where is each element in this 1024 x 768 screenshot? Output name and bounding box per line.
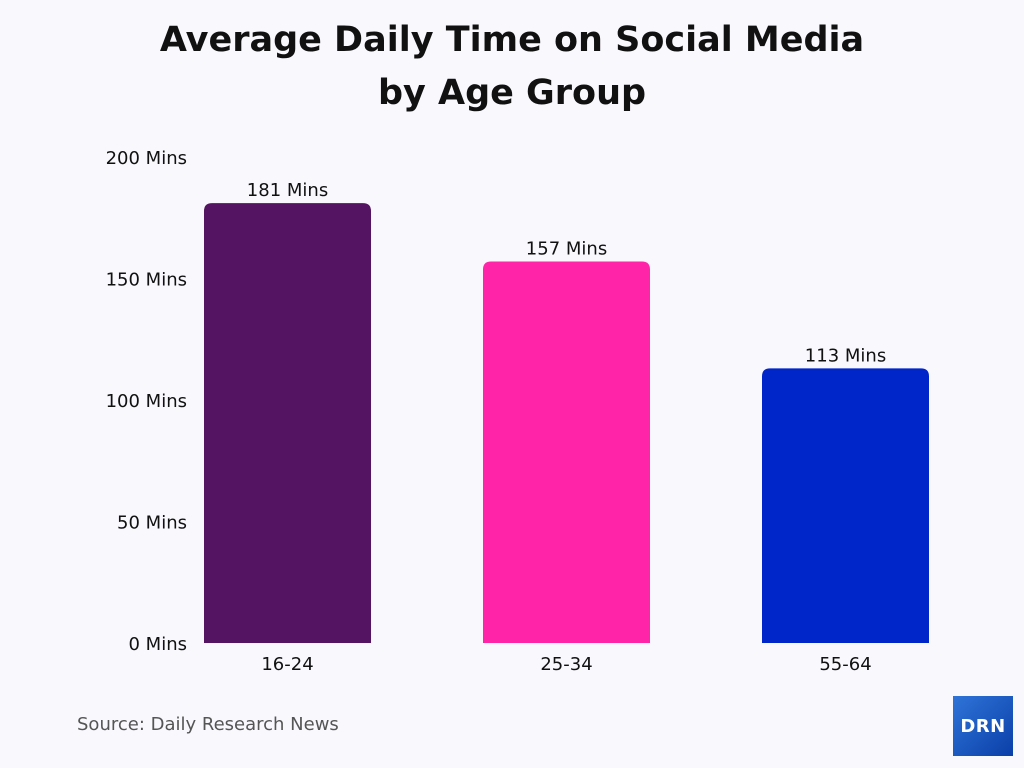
y-tick-label: 0 Mins <box>129 634 188 655</box>
y-tick-label: 50 Mins <box>117 513 187 534</box>
bar-chart: 0 Mins 50 Mins 100 Mins 150 Mins 200 Mins 181… <box>106 148 929 675</box>
chart-title: Average Daily Time on Social Media by Ag… <box>0 14 1024 120</box>
bar-16-24 <box>204 203 371 644</box>
y-tick-label: 100 Mins <box>106 391 187 412</box>
y-tick-label: 200 Mins <box>106 148 187 169</box>
y-tick-label: 150 Mins <box>106 270 187 291</box>
source-note: Source: Daily Research News <box>77 714 339 735</box>
drn-logo: DRN <box>953 696 1013 756</box>
data-label: 113 Mins <box>805 345 886 366</box>
x-tick-label: 55-64 <box>819 654 871 675</box>
data-label: 181 Mins <box>247 180 328 201</box>
bar-55-64 <box>762 368 929 643</box>
x-tick-label: 25-34 <box>540 654 592 675</box>
data-label: 157 Mins <box>526 238 607 259</box>
title-line-1: Average Daily Time on Social Media <box>159 20 865 60</box>
logo-text: DRN <box>960 715 1006 737</box>
x-tick-label: 16-24 <box>261 654 313 675</box>
title-line-2: by Age Group <box>377 73 647 113</box>
bar-25-34 <box>483 261 650 643</box>
